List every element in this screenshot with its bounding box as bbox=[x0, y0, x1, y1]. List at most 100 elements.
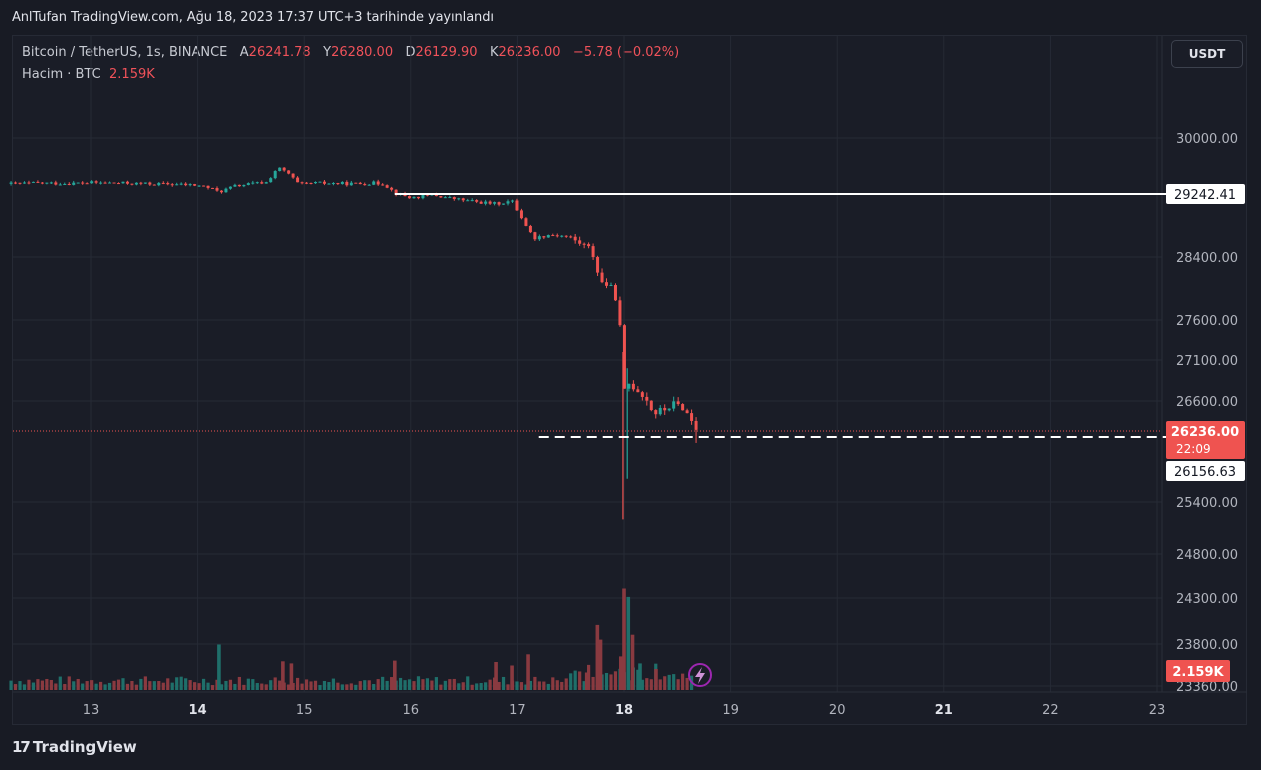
candle-body bbox=[443, 197, 447, 199]
candle-body bbox=[152, 184, 156, 186]
tradingview-logo[interactable]: 17 TradingView bbox=[12, 738, 137, 756]
candle-body bbox=[255, 182, 259, 184]
x-tick-label: 21 bbox=[935, 703, 953, 718]
volume-bar bbox=[295, 677, 300, 690]
countdown-text: 22:09 bbox=[1176, 442, 1211, 456]
volume-bar bbox=[233, 683, 237, 690]
candle-body bbox=[676, 401, 680, 405]
volume-bar bbox=[526, 654, 530, 690]
candle-body bbox=[560, 235, 564, 237]
lightning-icon-bolt bbox=[695, 667, 705, 684]
volume-badge-box bbox=[1166, 660, 1230, 682]
volume-bar bbox=[649, 679, 653, 690]
candle-body bbox=[112, 182, 116, 184]
candle-body bbox=[654, 410, 658, 415]
volume-bar bbox=[358, 681, 362, 690]
candle-body bbox=[233, 184, 237, 187]
volume-bar bbox=[439, 684, 443, 690]
candle-body bbox=[22, 182, 26, 184]
volume-bar bbox=[246, 678, 250, 690]
candle-body bbox=[202, 185, 206, 187]
candle-body bbox=[358, 182, 362, 185]
volume-bar bbox=[434, 677, 438, 690]
candle-body bbox=[90, 181, 94, 184]
volume-bar bbox=[564, 678, 568, 690]
candle-body bbox=[76, 182, 80, 184]
volume-bar bbox=[681, 673, 685, 690]
candle-body bbox=[63, 183, 67, 185]
candle-body bbox=[524, 218, 528, 226]
symbol-title[interactable]: Bitcoin / TetherUS, 1s, BINANCE bbox=[22, 45, 228, 60]
candle-body bbox=[640, 392, 644, 397]
volume-bar bbox=[497, 681, 501, 690]
volume-bar bbox=[90, 680, 94, 690]
volume-bar bbox=[72, 681, 76, 690]
volume-bar bbox=[112, 680, 116, 690]
candle-body bbox=[340, 181, 344, 185]
volume-bar bbox=[260, 683, 264, 690]
candle-body bbox=[609, 285, 613, 287]
y-tick-label: 27600.00 bbox=[1176, 314, 1238, 329]
x-tick-label: 22 bbox=[1042, 703, 1059, 718]
candle-body bbox=[143, 182, 147, 184]
volume-bar bbox=[54, 683, 58, 690]
candle-body bbox=[551, 235, 555, 237]
volume-bar bbox=[578, 671, 582, 690]
open-label: A bbox=[239, 45, 249, 60]
y-tick-label: 23800.00 bbox=[1176, 638, 1238, 653]
candle-body bbox=[197, 185, 201, 187]
volume-bar bbox=[121, 678, 125, 690]
price-axis: 30000.00 28400.00 27600.00 27100.00 26600.00… bbox=[1176, 132, 1238, 695]
volume-bar bbox=[519, 682, 524, 690]
last-price-text: 26236.00 bbox=[1171, 425, 1239, 440]
candle-body bbox=[605, 282, 609, 286]
volume-bar bbox=[381, 676, 385, 690]
candle-body bbox=[587, 244, 591, 247]
candle-body bbox=[578, 240, 582, 244]
candle-body bbox=[434, 194, 438, 197]
y-tick-label: 24800.00 bbox=[1176, 548, 1238, 563]
close-value: 26236.00 bbox=[498, 45, 561, 60]
volume-bar bbox=[470, 684, 474, 690]
volume-bar bbox=[27, 679, 31, 690]
candle-body bbox=[228, 186, 232, 189]
candle-body bbox=[179, 183, 183, 185]
volume-bar bbox=[327, 682, 331, 690]
candle-body bbox=[117, 183, 121, 185]
volume-bar bbox=[506, 684, 510, 690]
candle-body bbox=[31, 181, 35, 183]
currency-button[interactable]: USDT bbox=[1171, 40, 1243, 68]
y-tick-label: 28400.00 bbox=[1176, 251, 1238, 266]
volume-bar bbox=[622, 588, 626, 690]
volume-bar bbox=[224, 680, 228, 690]
volume-bar bbox=[412, 681, 416, 690]
candle-body bbox=[622, 325, 626, 389]
candle-body bbox=[148, 182, 152, 185]
volume-bar bbox=[407, 679, 412, 690]
volume-bar bbox=[228, 679, 233, 690]
volume-bar bbox=[31, 682, 36, 690]
candle-body bbox=[461, 198, 465, 201]
volume-bar bbox=[591, 676, 595, 690]
volume-bar bbox=[175, 677, 179, 690]
volume-bar bbox=[18, 681, 22, 690]
candle-body bbox=[582, 243, 586, 245]
volume-bar bbox=[385, 680, 389, 690]
candle-body bbox=[493, 202, 497, 204]
volume-bar bbox=[416, 676, 421, 690]
volume-bar bbox=[287, 684, 291, 690]
candle-body bbox=[58, 184, 62, 186]
volume-bar bbox=[217, 644, 221, 690]
published-caption: AnlTufan TradingView.com, Ağu 18, 2023 1… bbox=[12, 10, 494, 25]
candle-body bbox=[67, 183, 71, 185]
volume-bar bbox=[598, 639, 603, 690]
time-axis: 13 14 15 16 17 18 19 20 21 22 23 bbox=[83, 703, 1166, 718]
candle-body bbox=[613, 285, 617, 301]
candle-body bbox=[408, 196, 412, 199]
volume-bar bbox=[67, 676, 71, 690]
volume-label[interactable]: Hacim · BTC bbox=[22, 67, 101, 82]
resistance-badge-text: 29242.41 bbox=[1174, 188, 1236, 203]
candle-body bbox=[166, 183, 170, 185]
volume-bar bbox=[452, 678, 456, 690]
